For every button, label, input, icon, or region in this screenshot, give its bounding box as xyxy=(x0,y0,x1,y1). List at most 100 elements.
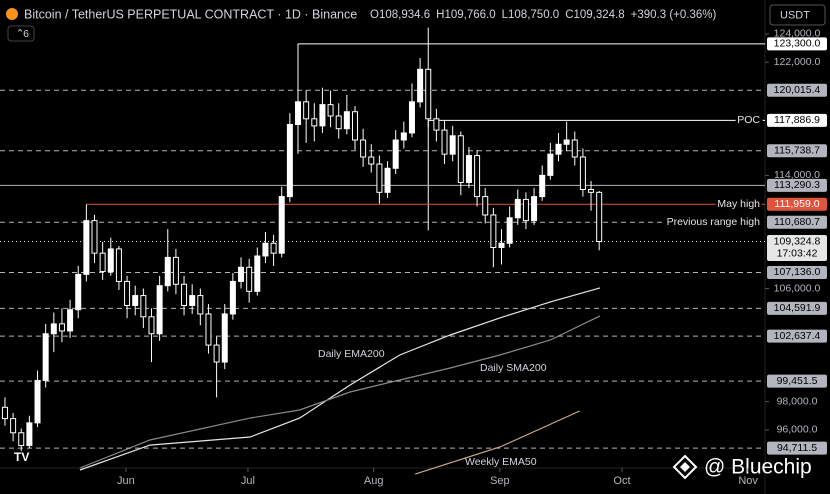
level-box xyxy=(767,144,827,158)
level-label: 107,136.0 xyxy=(774,266,821,278)
level-box xyxy=(767,113,827,127)
candles xyxy=(1,27,603,452)
candle-body xyxy=(26,422,33,446)
candle-body xyxy=(408,101,415,134)
candle-body xyxy=(360,139,367,158)
candle-body xyxy=(83,220,90,275)
candle-body xyxy=(539,174,546,198)
ohlc-key: L xyxy=(502,9,509,21)
level-box xyxy=(767,37,827,51)
candle-body xyxy=(262,242,269,257)
level-label: 99,451.5 xyxy=(777,375,818,387)
candle-body xyxy=(229,280,236,315)
candle-body xyxy=(555,143,562,155)
candle-body xyxy=(547,153,554,176)
ma-line xyxy=(79,315,601,469)
candle-body xyxy=(181,283,188,306)
candle-body xyxy=(368,156,375,165)
level-box xyxy=(767,329,827,343)
ohlc-key: O xyxy=(370,9,379,21)
ma-line xyxy=(415,410,580,475)
candle-body xyxy=(425,68,432,120)
candle-body xyxy=(50,323,57,335)
candle-body xyxy=(441,129,448,155)
x-tick-label: Aug xyxy=(364,475,384,487)
ma-label: Weekly EMA50 xyxy=(465,456,537,468)
level-label: 115,738.7 xyxy=(774,145,820,157)
candle-body xyxy=(335,115,342,130)
indicator-toggle: ⌃ xyxy=(16,29,24,40)
candle-body xyxy=(571,139,578,158)
currency-label: USDT xyxy=(780,9,810,21)
candle-body xyxy=(327,104,334,117)
candle-body xyxy=(34,379,41,424)
x-tick-label: Oct xyxy=(613,475,630,487)
level-label: 113,290.3 xyxy=(774,179,820,191)
y-tick-label: 96,000.0 xyxy=(777,424,818,436)
y-tick-label: 98,000.0 xyxy=(777,395,818,407)
currency-select[interactable] xyxy=(769,4,826,26)
candle-body xyxy=(91,220,98,254)
indicator-badge[interactable] xyxy=(7,25,35,42)
level-box xyxy=(767,215,827,229)
ma-label: Daily SMA200 xyxy=(480,362,547,374)
candle-body xyxy=(140,295,147,318)
candle-body xyxy=(221,313,228,363)
candle-body xyxy=(351,111,358,141)
candle-body xyxy=(205,313,212,346)
x-tick-label: Jul xyxy=(241,475,255,487)
level-box xyxy=(767,265,827,279)
ma-line xyxy=(79,287,601,471)
candle-body xyxy=(107,248,114,273)
candle-body xyxy=(400,132,407,141)
symbol-title[interactable]: Bitcoin / TetherUS PERPETUAL CONTRACT · … xyxy=(24,7,357,21)
candle-body xyxy=(506,217,513,244)
candle-body xyxy=(286,123,293,198)
candle-body xyxy=(189,295,196,306)
ma-label: Daily EMA200 xyxy=(318,348,385,360)
candle-body xyxy=(18,432,25,446)
y-tick-label: 122,000.0 xyxy=(774,56,821,68)
candle-body xyxy=(124,280,131,306)
candle-body xyxy=(392,139,399,169)
ohlc-value: 108,934.6 xyxy=(379,9,430,21)
level-box xyxy=(767,301,827,315)
level-label: 123,300.0 xyxy=(774,38,821,50)
candle-body xyxy=(213,344,220,363)
ohlc-value: 109,766.0 xyxy=(444,9,495,21)
candle-body xyxy=(10,418,17,434)
candle-body xyxy=(449,135,456,155)
candle-body xyxy=(278,196,285,254)
candle-body xyxy=(579,156,586,191)
y-tick-label: 114,000.0 xyxy=(774,169,820,181)
candle-body xyxy=(246,266,253,292)
x-tick-label: Nov xyxy=(738,475,758,487)
candle-body xyxy=(295,101,302,125)
watermark-logo xyxy=(672,454,698,480)
candle-body xyxy=(254,255,261,292)
candle-body xyxy=(417,68,424,103)
level-box xyxy=(767,83,827,97)
candle-body xyxy=(465,155,472,183)
x-tick-label: Sep xyxy=(490,475,510,487)
candle-body xyxy=(99,252,106,273)
candle-body xyxy=(498,242,505,248)
candle-body xyxy=(132,295,139,306)
x-tick-label: Jun xyxy=(117,475,135,487)
level-label: 111,959.0 xyxy=(774,198,819,210)
candle-body xyxy=(115,248,122,282)
candle-body xyxy=(376,163,383,193)
candle-body xyxy=(238,266,245,282)
candle-body xyxy=(482,196,489,216)
candle-body xyxy=(197,295,204,315)
candle-body xyxy=(67,309,74,332)
candle-body xyxy=(58,323,65,332)
candle-body xyxy=(172,256,179,285)
level-label: 104,591.9 xyxy=(774,302,821,314)
candle-body xyxy=(164,256,171,287)
ohlc-key: C xyxy=(565,9,573,21)
countdown: 17:03:42 xyxy=(777,247,818,259)
candle-body xyxy=(311,118,318,127)
level-box xyxy=(767,178,827,192)
candle-body xyxy=(270,242,277,254)
